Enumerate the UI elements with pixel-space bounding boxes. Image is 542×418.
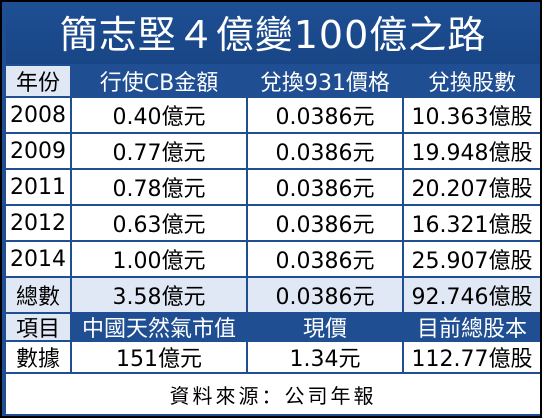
- header-year: 年份: [6, 66, 70, 96]
- table-cell: 19.948億股: [404, 134, 540, 168]
- table-cell: 0.63億元: [72, 206, 246, 240]
- header-shares-converted: 兌換股數: [404, 66, 540, 96]
- table-title: 簡志堅４億變100億之路: [6, 6, 540, 64]
- header-item: 項目: [6, 314, 70, 342]
- table-cell: 2012: [6, 206, 70, 240]
- data-current-price: 1.34元: [248, 342, 402, 372]
- total-shares: 92.746億股: [404, 278, 540, 312]
- header-total-shares: 目前總股本: [404, 314, 540, 342]
- table-cell: 0.40億元: [72, 98, 246, 132]
- data-label: 數據: [6, 342, 70, 372]
- table-cell: 0.77億元: [72, 134, 246, 168]
- table-cell: 2011: [6, 170, 70, 204]
- table-cell: 20.207億股: [404, 170, 540, 204]
- table-cell: 2014: [6, 242, 70, 276]
- table-cell: 0.0386元: [248, 170, 402, 204]
- table-cell: 25.907億股: [404, 242, 540, 276]
- table-cell: 0.0386元: [248, 98, 402, 132]
- table-cell: 10.363億股: [404, 98, 540, 132]
- table-cell: 0.78億元: [72, 170, 246, 204]
- table-cell: 2008: [6, 98, 70, 132]
- table-cell: 1.00億元: [72, 242, 246, 276]
- table-cell: 0.0386元: [248, 134, 402, 168]
- header-conversion-price: 兌換931價格: [248, 66, 402, 96]
- table-cell: 0.0386元: [248, 242, 402, 276]
- table-cell: 2009: [6, 134, 70, 168]
- header-market-cap: 中國天然氣市值: [72, 314, 246, 342]
- header-current-price: 現價: [248, 314, 402, 342]
- data-total-shares: 112.77億股: [404, 342, 540, 372]
- total-cb-amount: 3.58億元: [72, 278, 246, 312]
- header-cb-amount: 行使CB金額: [72, 66, 246, 96]
- total-conversion-price: 0.0386元: [248, 278, 402, 312]
- source-note: 資料來源：公司年報: [6, 374, 540, 414]
- data-market-cap: 151億元: [72, 342, 246, 372]
- total-label: 總數: [6, 278, 70, 312]
- table-cell: 0.0386元: [248, 206, 402, 240]
- table-cell: 16.321億股: [404, 206, 540, 240]
